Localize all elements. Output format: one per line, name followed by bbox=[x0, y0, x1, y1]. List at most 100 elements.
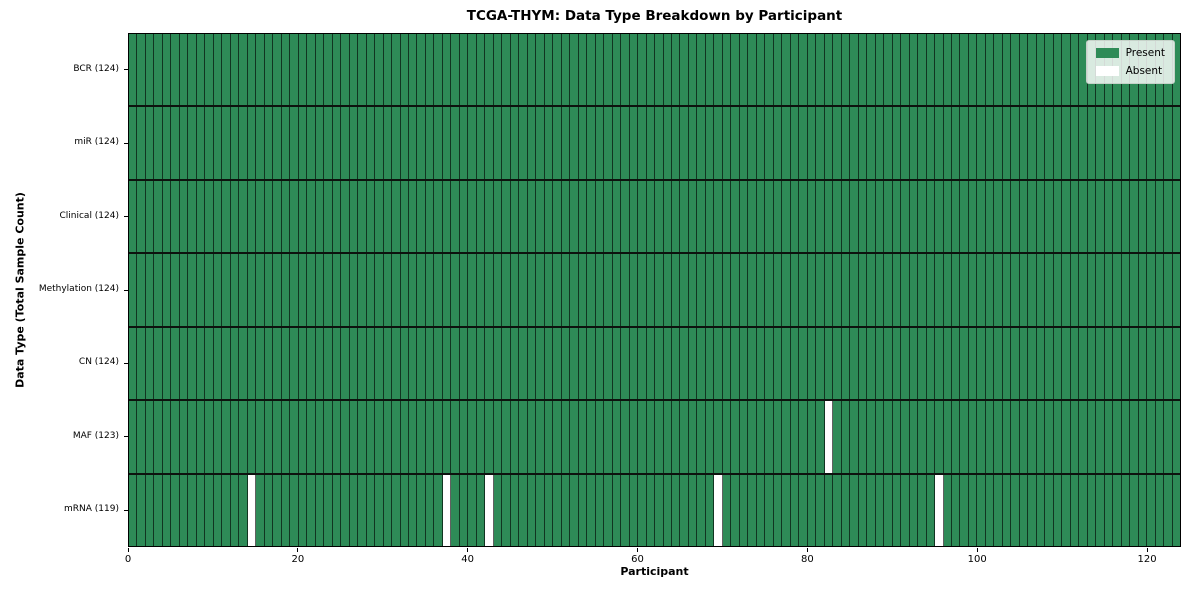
matrix-cell-present bbox=[833, 107, 842, 179]
matrix-cell-present bbox=[994, 474, 1003, 546]
matrix-cell-present bbox=[459, 180, 469, 253]
matrix-cell-present bbox=[425, 474, 435, 546]
matrix-cell-present bbox=[892, 180, 902, 253]
matrix-cell-present bbox=[561, 474, 571, 546]
matrix-cell-present bbox=[247, 401, 257, 473]
matrix-cell-present bbox=[476, 327, 486, 400]
matrix-cell-present bbox=[994, 180, 1003, 253]
matrix-cell-present bbox=[824, 474, 834, 546]
matrix-cell-present bbox=[417, 474, 426, 546]
matrix-cell-present bbox=[901, 327, 910, 400]
matrix-cell-present bbox=[790, 34, 800, 106]
matrix-cell-present bbox=[1130, 254, 1139, 326]
matrix-cell-present bbox=[1138, 327, 1148, 400]
matrix-cell-present bbox=[383, 107, 393, 179]
matrix-cell-present bbox=[332, 254, 342, 326]
matrix-cell-present bbox=[994, 327, 1003, 400]
matrix-cell-present bbox=[985, 327, 995, 400]
matrix-cell-present bbox=[1113, 254, 1122, 326]
matrix-cell-present bbox=[663, 474, 672, 546]
matrix-cell-present bbox=[935, 401, 944, 473]
matrix-cell-present bbox=[951, 254, 961, 326]
matrix-cell-present bbox=[977, 34, 986, 106]
legend: Present Absent bbox=[1085, 40, 1175, 84]
matrix-cell-present bbox=[510, 107, 520, 179]
matrix-cell-present bbox=[595, 327, 605, 400]
matrix-cell-present bbox=[1147, 180, 1156, 253]
matrix-cell-present bbox=[1155, 401, 1165, 473]
matrix-cell-present bbox=[646, 180, 656, 253]
legend-swatch-present bbox=[1095, 48, 1119, 58]
matrix-cell-present bbox=[697, 254, 706, 326]
y-tick-label: mRNA (119) bbox=[64, 504, 119, 515]
matrix-cell-present bbox=[824, 327, 834, 400]
matrix-cell-present bbox=[375, 254, 384, 326]
matrix-cell-present bbox=[196, 34, 206, 106]
matrix-cell-present bbox=[638, 254, 647, 326]
matrix-cell-present bbox=[315, 180, 325, 253]
matrix-cell-present bbox=[1155, 107, 1165, 179]
matrix-cell-present bbox=[162, 34, 172, 106]
matrix-cell-present bbox=[196, 474, 206, 546]
matrix-cell-present bbox=[434, 180, 443, 253]
matrix-cell-present bbox=[578, 401, 588, 473]
matrix-cell-present bbox=[1096, 401, 1105, 473]
matrix-cell-present bbox=[239, 327, 248, 400]
matrix-cell-present bbox=[281, 474, 291, 546]
matrix-cell-present bbox=[213, 254, 223, 326]
matrix-cell-present bbox=[1028, 34, 1037, 106]
matrix-cell-present bbox=[604, 327, 613, 400]
matrix-cell-present bbox=[799, 401, 808, 473]
matrix-cell-present bbox=[1062, 180, 1071, 253]
matrix-cell-present bbox=[154, 107, 163, 179]
matrix-cell-present bbox=[468, 474, 477, 546]
matrix-cell-present bbox=[1019, 180, 1029, 253]
matrix-cell-present bbox=[298, 180, 308, 253]
matrix-cell-present bbox=[417, 254, 426, 326]
matrix-cell-present bbox=[705, 180, 715, 253]
matrix-cell-present bbox=[400, 107, 409, 179]
matrix-cell-present bbox=[273, 474, 282, 546]
matrix-cell-present bbox=[459, 474, 469, 546]
matrix-cell-present bbox=[561, 180, 571, 253]
matrix-cell-present bbox=[493, 254, 503, 326]
matrix-cell-present bbox=[459, 107, 469, 179]
matrix-cell-present bbox=[901, 254, 910, 326]
matrix-cell-present bbox=[892, 34, 902, 106]
matrix-cell-present bbox=[510, 474, 520, 546]
matrix-cell-present bbox=[230, 401, 240, 473]
matrix-cell-present bbox=[621, 107, 630, 179]
matrix-cell-present bbox=[553, 180, 562, 253]
matrix-cell-present bbox=[739, 327, 749, 400]
matrix-cell-present bbox=[578, 327, 588, 400]
matrix-cell-present bbox=[315, 107, 325, 179]
matrix-cell-present bbox=[612, 34, 622, 106]
matrix-cell-present bbox=[790, 254, 800, 326]
matrix-cell-present bbox=[714, 180, 723, 253]
matrix-cell-present bbox=[375, 34, 384, 106]
matrix-cell-present bbox=[748, 474, 757, 546]
matrix-cell-present bbox=[188, 254, 197, 326]
matrix-cell-present bbox=[510, 180, 520, 253]
matrix-cell-present bbox=[595, 34, 605, 106]
matrix-cell-present bbox=[951, 34, 961, 106]
matrix-cell-absent bbox=[824, 401, 834, 473]
matrix-cell-present bbox=[943, 180, 952, 253]
matrix-cell-present bbox=[137, 107, 146, 179]
matrix-cell-present bbox=[739, 180, 749, 253]
matrix-cell-present bbox=[884, 34, 893, 106]
matrix-cell-present bbox=[697, 401, 706, 473]
matrix-cell-present bbox=[612, 474, 622, 546]
matrix-cell-present bbox=[688, 474, 698, 546]
matrix-cell-present bbox=[680, 34, 689, 106]
matrix-cell-present bbox=[425, 107, 435, 179]
matrix-cell-present bbox=[960, 34, 969, 106]
matrix-cell-present bbox=[281, 107, 291, 179]
matrix-cell-present bbox=[383, 254, 393, 326]
matrix-cell-absent bbox=[485, 474, 494, 546]
matrix-cell-present bbox=[918, 254, 927, 326]
matrix-cell-present bbox=[485, 327, 494, 400]
matrix-cell-present bbox=[892, 254, 902, 326]
x-axis-ticks: 0 20 40 60 80 100 120 bbox=[125, 547, 1181, 573]
matrix-cell-present bbox=[867, 254, 876, 326]
